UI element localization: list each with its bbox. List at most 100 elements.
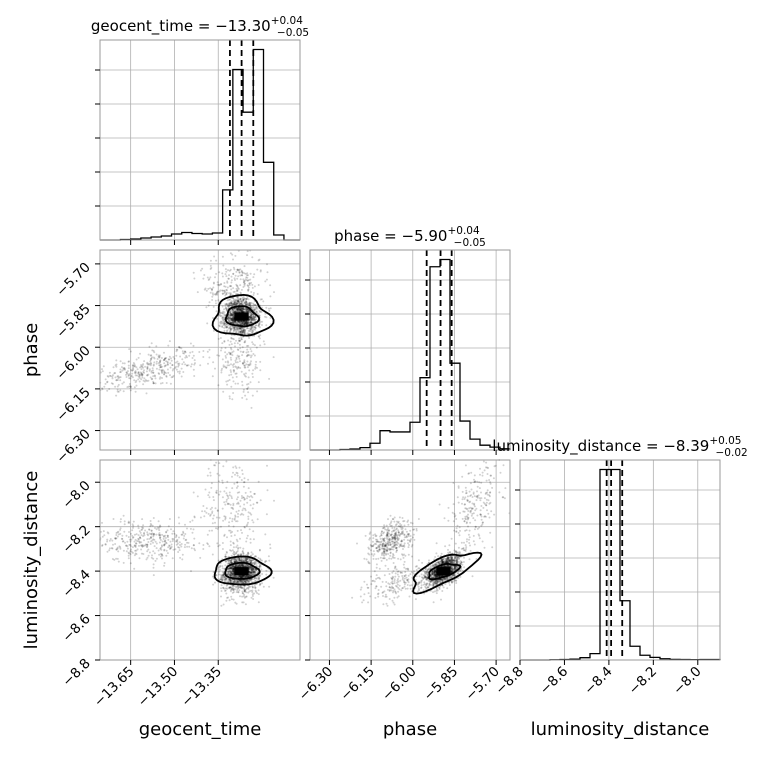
sample-point-geocent_time-phase xyxy=(171,364,174,366)
sample-point-geocent_time-luminosity_distance xyxy=(135,533,138,536)
sample-point-geocent_time-luminosity_distance xyxy=(159,547,162,550)
sample-point-geocent_time-phase xyxy=(229,309,232,312)
sample-point-geocent_time-luminosity_distance xyxy=(168,545,171,547)
sample-point-geocent_time-luminosity_distance xyxy=(122,549,125,552)
sample-point-geocent_time-luminosity_distance xyxy=(232,508,235,510)
sample-point-geocent_time-phase xyxy=(233,322,236,325)
sample-point-geocent_time-luminosity_distance xyxy=(240,495,243,497)
sample-point-geocent_time-phase xyxy=(221,305,224,308)
sample-point-geocent_time-luminosity_distance xyxy=(232,567,235,570)
sample-point-geocent_time-phase xyxy=(232,302,235,305)
sample-point-geocent_time-luminosity_distance xyxy=(138,557,141,560)
sample-point-geocent_time-phase xyxy=(243,329,246,332)
sample-point-geocent_time-phase xyxy=(150,362,152,365)
sample-point-geocent_time-phase xyxy=(225,293,228,296)
sample-point-geocent_time-phase xyxy=(237,302,240,305)
sample-point-geocent_time-phase xyxy=(231,313,234,316)
sample-point-geocent_time-luminosity_distance xyxy=(118,545,121,548)
sample-point-geocent_time-phase xyxy=(259,298,262,301)
sample-point-geocent_time-luminosity_distance xyxy=(124,541,126,544)
sample-point-geocent_time-luminosity_distance xyxy=(144,544,146,547)
sample-point-geocent_time-phase xyxy=(242,390,245,393)
sample-point-geocent_time-phase xyxy=(205,306,208,309)
sample-point-geocent_time-phase xyxy=(142,383,145,386)
sample-point-geocent_time-phase xyxy=(151,356,153,359)
sample-point-geocent_time-luminosity_distance xyxy=(235,486,238,489)
sample-point-geocent_time-luminosity_distance xyxy=(247,580,250,582)
sample-point-geocent_time-phase xyxy=(182,371,185,373)
sample-point-geocent_time-phase xyxy=(239,367,242,369)
sample-point-geocent_time-phase xyxy=(259,344,262,347)
sample-point-geocent_time-phase xyxy=(231,314,234,316)
sample-point-geocent_time-luminosity_distance xyxy=(231,530,234,533)
sample-point-geocent_time-phase xyxy=(262,300,265,303)
sample-point-geocent_time-phase xyxy=(241,297,244,300)
sample-point-geocent_time-phase xyxy=(252,319,255,322)
sample-point-geocent_time-luminosity_distance xyxy=(175,540,177,543)
sample-point-geocent_time-phase xyxy=(249,311,252,314)
sample-point-geocent_time-phase xyxy=(225,330,228,333)
sample-point-geocent_time-phase xyxy=(233,326,236,329)
sample-point-geocent_time-luminosity_distance xyxy=(226,570,229,573)
sample-point-geocent_time-phase xyxy=(114,385,117,388)
sample-point-geocent_time-phase xyxy=(223,289,226,292)
sample-point-geocent_time-phase xyxy=(225,324,227,327)
sample-point-geocent_time-luminosity_distance xyxy=(227,495,229,498)
sample-point-geocent_time-luminosity_distance xyxy=(266,464,268,467)
sample-point-geocent_time-luminosity_distance xyxy=(246,497,248,500)
sample-point-geocent_time-luminosity_distance xyxy=(261,582,263,585)
sample-point-geocent_time-luminosity_distance xyxy=(248,495,251,498)
sample-point-geocent_time-luminosity_distance xyxy=(151,524,154,527)
sample-point-geocent_time-phase xyxy=(225,323,228,326)
sample-point-geocent_time-luminosity_distance xyxy=(191,531,194,534)
sample-point-geocent_time-phase xyxy=(128,360,130,363)
sample-point-geocent_time-phase xyxy=(241,323,244,326)
sample-point-geocent_time-phase xyxy=(237,339,240,342)
sample-point-geocent_time-luminosity_distance xyxy=(189,527,192,530)
sample-point-geocent_time-phase xyxy=(238,355,241,358)
sample-point-geocent_time-luminosity_distance xyxy=(224,503,227,506)
sample-point-geocent_time-luminosity_distance xyxy=(257,589,260,592)
sample-point-geocent_time-phase xyxy=(240,308,243,311)
sample-point-geocent_time-phase xyxy=(170,359,173,362)
sample-point-geocent_time-luminosity_distance xyxy=(220,604,223,607)
sample-point-geocent_time-luminosity_distance xyxy=(221,507,224,510)
sample-point-phase-luminosity_distance xyxy=(460,541,463,544)
sample-point-geocent_time-luminosity_distance xyxy=(229,517,231,520)
sample-point-geocent_time-phase xyxy=(165,360,168,363)
sample-point-geocent_time-phase xyxy=(220,320,223,323)
sample-point-geocent_time-phase xyxy=(227,379,229,382)
sample-point-geocent_time-luminosity_distance xyxy=(249,541,252,544)
sample-point-geocent_time-phase xyxy=(246,254,248,257)
sample-point-geocent_time-phase xyxy=(250,360,252,363)
sample-point-geocent_time-phase xyxy=(233,308,236,310)
sample-point-geocent_time-luminosity_distance xyxy=(115,532,118,534)
sample-point-geocent_time-luminosity_distance xyxy=(125,550,128,553)
sample-point-geocent_time-luminosity_distance xyxy=(251,519,254,522)
sample-point-geocent_time-phase xyxy=(223,340,226,343)
sample-point-geocent_time-phase xyxy=(213,255,216,258)
sample-point-geocent_time-luminosity_distance xyxy=(155,557,158,560)
sample-point-geocent_time-phase xyxy=(239,298,242,301)
sample-point-geocent_time-phase xyxy=(249,302,252,305)
sample-point-geocent_time-phase xyxy=(201,267,204,270)
sample-point-geocent_time-luminosity_distance xyxy=(240,553,242,555)
sample-point-geocent_time-phase xyxy=(243,320,246,323)
sample-point-geocent_time-luminosity_distance xyxy=(111,539,114,542)
sample-point-geocent_time-phase xyxy=(231,327,233,330)
sample-point-geocent_time-luminosity_distance xyxy=(192,544,195,547)
sample-point-geocent_time-luminosity_distance xyxy=(258,549,261,552)
sample-point-geocent_time-phase xyxy=(247,279,250,282)
sample-point-geocent_time-phase xyxy=(186,364,188,367)
sample-point-geocent_time-luminosity_distance xyxy=(143,532,145,535)
sample-point-geocent_time-phase xyxy=(245,276,248,279)
sample-point-geocent_time-luminosity_distance xyxy=(152,574,155,577)
sample-point-geocent_time-phase xyxy=(125,376,128,378)
sample-point-geocent_time-luminosity_distance xyxy=(234,473,236,476)
sample-point-geocent_time-phase xyxy=(236,308,239,311)
sample-point-geocent_time-luminosity_distance xyxy=(221,542,224,544)
sample-point-geocent_time-phase xyxy=(116,385,119,388)
sample-point-geocent_time-luminosity_distance xyxy=(182,532,185,534)
sample-point-geocent_time-phase xyxy=(136,374,139,377)
